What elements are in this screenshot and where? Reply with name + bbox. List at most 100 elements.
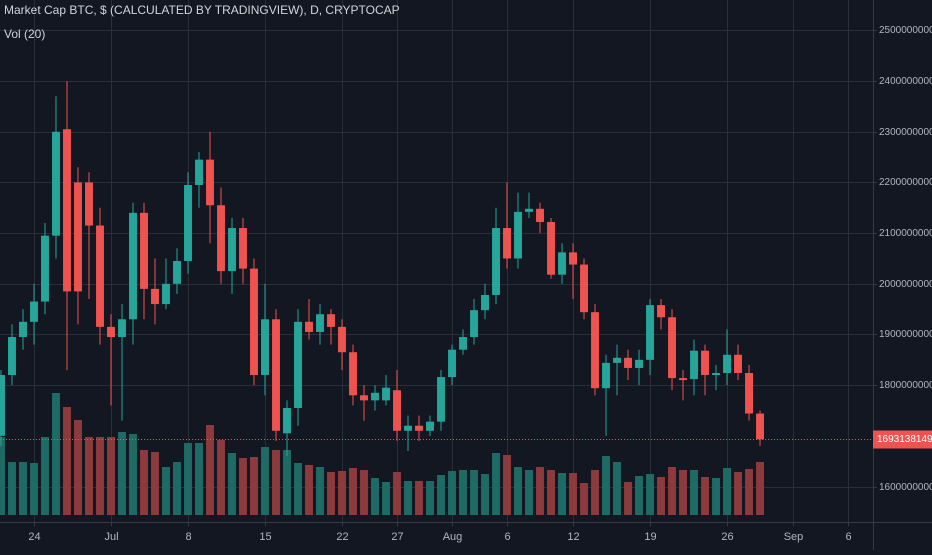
candle-body [734,354,742,374]
volume-bar [0,437,5,515]
candle-body [195,159,203,185]
volume-bar [140,450,148,515]
candle-body [569,252,577,265]
candle-body [283,407,291,434]
candle-body [437,377,445,422]
volume-bar [525,470,533,515]
volume-bar [756,462,764,515]
volume-bar [591,470,599,515]
volume-bar [316,467,324,515]
y-tick-label: 180000000000 [879,380,932,391]
volume-bar [745,469,753,515]
candle-body [646,305,654,360]
volume-bar [283,450,291,515]
candle-body [657,305,665,318]
volume-bar [690,470,698,515]
volume-bar [85,437,93,515]
x-tick-label: 27 [391,531,403,543]
volume-bar [602,456,610,515]
candle-body [184,184,192,261]
x-tick-label: 19 [644,531,656,543]
volume-bar [217,440,225,515]
volume-bar [74,420,82,515]
candle-body [305,321,313,332]
volume-bar [646,474,654,515]
x-tick-label: 15 [259,531,271,543]
candle-body [338,326,346,353]
candle-body [316,314,324,332]
axes: 250000000000 240000000000 230000000000 2200… [0,25,932,543]
candle-body [635,359,643,368]
candle-body [360,395,368,401]
last-price-label: 169313814960 [877,434,932,445]
candle-body [63,129,71,292]
volume-bar [492,453,500,515]
volume-bar [514,467,522,515]
x-tick-label: Aug [443,531,463,543]
x-tick-label: 26 [721,531,733,543]
candle-body [206,159,214,206]
candle-body [129,212,137,320]
volume-bar [151,452,159,515]
volume-bar [613,462,621,515]
candle-body [8,337,16,376]
candle-body [679,378,687,381]
volume-bar [470,470,478,515]
candle-body [668,317,676,379]
candle-body [426,421,434,431]
candle-body [393,390,401,431]
volume-bar [459,470,467,515]
candle-body [173,261,181,284]
volume-bar [668,467,676,515]
volume-bar [41,437,49,515]
candle-body [261,319,269,376]
candle-body [503,228,511,259]
candle-body [415,425,423,431]
volume-bar [107,437,115,515]
volume-bar [448,471,456,515]
volume-bar [19,462,27,515]
candle-body [96,225,104,327]
candle-body [470,310,478,338]
candle-body [371,392,379,401]
volume-bar [261,447,269,515]
volume-bar [239,458,247,515]
candle-body [162,283,170,305]
y-tick-label: 160000000000 [879,482,932,493]
candle-body [52,131,60,236]
volume-bar [338,471,346,515]
candle-body [85,182,93,226]
y-tick-label: 220000000000 [879,177,932,188]
volume-pane [0,393,764,515]
candle-body [547,221,555,275]
volume-bar [679,470,687,515]
candle-body [151,288,159,305]
chart-title: Market Cap BTC, $ (CALCULATED BY TRADING… [4,3,400,17]
candle-body [30,301,38,322]
volume-bar [228,453,236,515]
volume-bar [701,477,709,515]
volume-bar [118,432,126,515]
volume-bar [96,437,104,515]
candle-body [459,337,467,350]
candle-body [382,387,390,401]
volume-bar [437,475,445,515]
candle-body [217,205,225,272]
candle-body [745,373,753,414]
y-tick-label: 190000000000 [879,329,932,340]
candle-body [250,268,258,376]
candle-body [239,228,247,269]
candle-body [41,235,49,302]
volume-bar [8,462,16,515]
candle-body [558,252,566,275]
volume-bar [371,478,379,515]
candle-body [602,362,610,389]
volume-bar [393,472,401,515]
indicator-label: Vol (20) [4,27,45,41]
volume-bar [360,470,368,515]
volume-bar [162,467,170,515]
candle-body [0,375,5,436]
volume-bar [569,473,577,515]
candle-body [613,357,621,363]
x-tick-label: 6 [845,531,851,543]
